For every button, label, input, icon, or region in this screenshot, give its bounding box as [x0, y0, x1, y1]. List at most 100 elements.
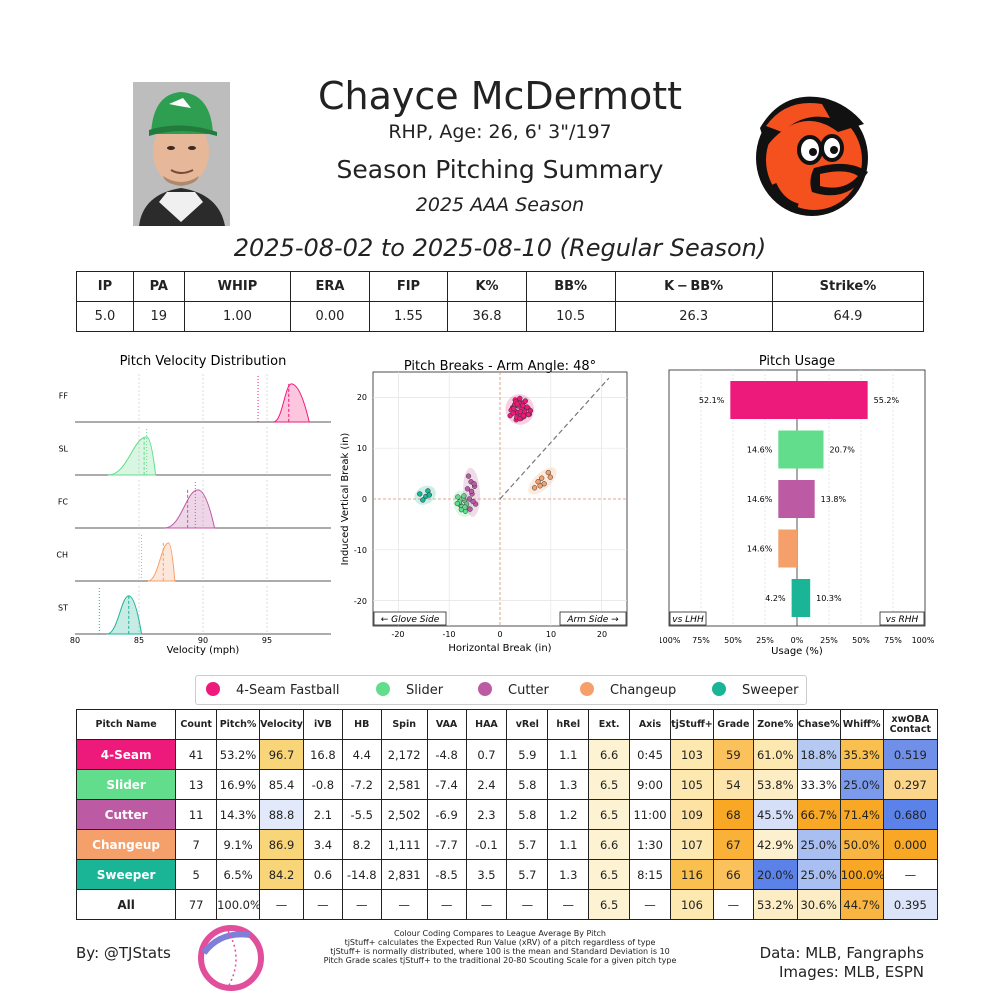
pitch-table-header: Count: [175, 709, 218, 740]
player-name: Chayce McDermott: [317, 74, 683, 118]
break-point-ST: [426, 492, 433, 498]
break-xtick: 20: [597, 630, 607, 639]
pitch-table-cell: 25.0%: [839, 769, 884, 800]
usage-bar-rhh-ST: [797, 579, 811, 617]
pitch-table-cell: 0.6: [302, 859, 343, 890]
break-point-CH: [539, 475, 545, 481]
legend-label: Sweeper: [742, 683, 799, 698]
usage-xtick: 100%: [912, 636, 935, 645]
usage-label-rhh: 55.2%: [874, 396, 900, 405]
pitch-table-cell: 42.9%: [752, 829, 798, 860]
velocity-xtick: 95: [262, 636, 272, 645]
pitch-table-cell: 16.9%: [216, 769, 261, 800]
pitch-table-cell: 109: [669, 799, 714, 830]
pitch-table-cell: 25.0%: [796, 829, 841, 860]
pitch-break-chart: Pitch Breaks - Arm Angle: 48° -20 -10 0 …: [340, 359, 628, 654]
pitch-table-header: Pitch%: [216, 709, 261, 740]
pitch-table-cell: —: [465, 889, 508, 920]
velocity-density-SL: [108, 436, 157, 476]
pitch-table-cell: 6.5: [588, 859, 631, 890]
usage-chart-title: Pitch Usage: [759, 354, 835, 369]
pitch-table-cell: 8:15: [629, 859, 671, 890]
pitch-table-header: hRel: [547, 709, 590, 740]
stat-header: K − BB%: [614, 271, 773, 302]
pitch-table-cell: 6.5: [588, 799, 631, 830]
pitch-table-cell: —: [341, 889, 382, 920]
pitch-table-cell: 11:00: [629, 799, 671, 830]
break-point-CH: [531, 485, 538, 491]
glove-side-box: [373, 611, 447, 626]
pitch-table-cell: —: [259, 889, 304, 920]
pitch-table-cell: 33.3%: [796, 769, 841, 800]
pitch-table-cell: 54: [712, 769, 754, 800]
pitch-table-cell: 2,831: [380, 859, 428, 890]
pitch-table-row: Changeup 7 9.1% 86.9 3.4 8.2 1,111 -7.7 -0.1 5.7 1…: [75, 829, 939, 860]
pitch-table-header: tjStuff+: [669, 709, 714, 740]
pitch-table-cell: 100.0%: [216, 889, 261, 920]
break-ytick: -10: [354, 546, 367, 555]
pitch-table-cell: —: [380, 889, 428, 920]
usage-xtick: 50%: [724, 636, 742, 645]
break-point-FC: [468, 488, 475, 495]
pitch-table-row: All 77 100.0% — — — — — — — —6.5—106—53.2% 30.6% 44.…: [75, 889, 939, 920]
break-xtick: 10: [546, 630, 556, 639]
break-point-CH: [547, 474, 553, 480]
stat-header: IP: [76, 271, 134, 302]
pitch-table-cell: 1,111: [380, 829, 428, 860]
stat-value: 64.9: [771, 301, 925, 332]
pitch-table-cell: 16.8: [302, 739, 343, 770]
pitch-table-row: 4-Seam 41 53.2% 96.7 16.8 4.4 2,172 -4.8 0.7 5.9 1…: [75, 739, 939, 770]
break-point-FF: [525, 412, 532, 418]
break-point-FF: [510, 410, 516, 416]
pitch-table-cell: 67: [712, 829, 754, 860]
break-point-FF: [511, 405, 517, 412]
usage-bar-rhh-FC: [797, 480, 815, 518]
pitch-table-cell: 3.4: [302, 829, 343, 860]
pitch-table-cell: 3.5: [465, 859, 508, 890]
legend-dot: [478, 682, 492, 696]
pitch-table-header: xwOBA Contact: [882, 709, 939, 740]
velocity-row-label: SL: [58, 445, 68, 454]
pitch-table-cell: 2.4: [465, 769, 508, 800]
usage-bar-rhh-SL: [797, 430, 824, 469]
pitch-table-cell: 5: [175, 859, 218, 890]
break-xtick: -10: [442, 630, 455, 639]
velocity-row-label: FC: [58, 498, 69, 507]
pitch-table-cell: 13: [175, 769, 218, 800]
usage-xtick: 75%: [884, 636, 902, 645]
pitch-table-cell: 100.0%: [839, 859, 884, 890]
stat-line-header-row: IP PA WHIP ERA FIP K% BB% K − BB% Strike…: [76, 271, 925, 302]
pitch-table-cell: 0.519: [882, 739, 939, 770]
arm-angle-line: [499, 377, 610, 500]
legend-dot: [580, 682, 594, 696]
velocity-density-CH: [147, 542, 176, 582]
legend-item-slider: Slider: [376, 682, 443, 698]
stat-value: 1.55: [368, 301, 449, 332]
pitch-table-header: HAA: [465, 709, 508, 740]
pitch-table-cell: 1.1: [547, 829, 590, 860]
velocity-density-FF: [273, 383, 310, 423]
pitch-table-cell: —: [882, 859, 939, 890]
stat-value: 36.8: [447, 301, 527, 332]
pitch-table-cell: 9:00: [629, 769, 671, 800]
pitch-table-cell: 1.2: [547, 799, 590, 830]
pitch-table-cell: 14.3%: [216, 799, 261, 830]
pitch-table-cell: 53.2%: [216, 739, 261, 770]
break-point-SL: [461, 493, 467, 499]
velocity-distribution-chart: Pitch Velocity Distribution FF SL FC CH ST 8…: [56, 354, 331, 656]
usage-label-rhh: 20.7%: [829, 446, 855, 455]
pitch-table-cell: -5.5: [341, 799, 382, 830]
pitch-table-row: Sweeper 5 6.5% 84.2 0.6 -14.8 2,831 -8.5 3.5 5.7 1…: [75, 859, 939, 890]
pitch-table-cell: 2.1: [302, 799, 343, 830]
pitch-table-cell: 6.5: [588, 889, 631, 920]
pitch-table-cell: 86.9: [259, 829, 304, 860]
break-xtick: -20: [391, 630, 404, 639]
pitch-name-cell: All: [75, 889, 177, 920]
pitch-table-cell: —: [547, 889, 590, 920]
break-ytick: 0: [362, 495, 367, 504]
break-point-FC: [467, 506, 473, 512]
vs-rhh-box: [879, 611, 925, 626]
stat-header: Strike%: [771, 271, 925, 302]
velocity-xtick: 80: [70, 636, 80, 645]
pitch-table-cell: -8.5: [426, 859, 467, 890]
